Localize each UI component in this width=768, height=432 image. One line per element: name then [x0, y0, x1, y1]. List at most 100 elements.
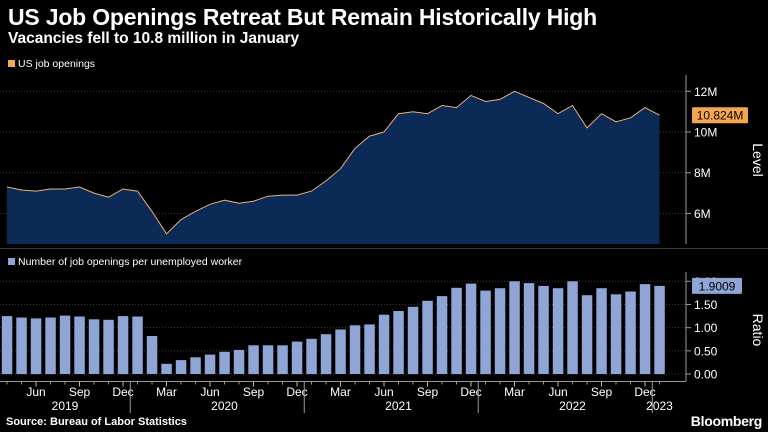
ratio-bar	[451, 287, 462, 375]
x-month-label: Mar	[156, 385, 177, 399]
ratio-bar	[393, 311, 404, 375]
ratio-bar	[175, 360, 187, 374]
x-month-label: Jun	[374, 385, 393, 399]
x-year-label: 2023	[646, 399, 673, 413]
ratio-bar	[422, 300, 433, 375]
ratio-bar	[88, 319, 100, 374]
ratio-bar	[233, 349, 245, 374]
bottom-legend-swatch	[8, 258, 15, 265]
ratio-bar	[349, 325, 361, 374]
bottom-value-badge: 1.9009	[692, 277, 742, 294]
job-openings-area	[7, 91, 660, 244]
bottom-y-tick-label: 0.00	[694, 368, 718, 382]
x-month-label: Dec	[460, 385, 481, 399]
bottom-legend-label: Number of job openings per unemployed wo…	[18, 256, 243, 268]
ratio-bar	[146, 336, 158, 374]
ratio-bar	[552, 288, 564, 374]
x-axis: Jun Sep Dec Mar Jun Sep Dec Mar Jun Sep Dec Mar Jun S…	[0, 381, 686, 413]
source-note: Source: Bureau of Labor Statistics	[6, 416, 187, 428]
top-y-tick-label: 12M	[694, 85, 717, 99]
top-legend-swatch	[8, 60, 15, 67]
ratio-bar	[335, 329, 346, 374]
bottom-gridlines	[0, 280, 686, 375]
x-month-label: Jun	[200, 385, 219, 399]
bottom-axis-label: Ratio	[750, 314, 766, 347]
chart-title: US Job Openings Retreat But Remain Histo…	[8, 4, 597, 30]
x-month-label: Mar	[504, 385, 525, 399]
ratio-bar	[436, 296, 448, 374]
ratio-bar	[567, 281, 578, 375]
ratio-bar	[625, 291, 636, 375]
x-month-label: Dec	[634, 385, 655, 399]
ratio-bar	[74, 316, 85, 374]
ratio-bar	[248, 345, 259, 375]
ratio-bar	[581, 295, 593, 375]
ratio-bar	[30, 318, 42, 375]
ratio-bar	[117, 316, 129, 375]
top-axis-label: Level	[750, 143, 766, 176]
ratio-bar	[465, 283, 477, 374]
ratio-bar	[320, 334, 332, 375]
x-year-label: 2021	[385, 399, 412, 413]
top-value-badge: 10.824M	[692, 107, 748, 124]
x-month-label: Sep	[417, 385, 439, 399]
bottom-panel: 0.000.501.001.502.00 Number of job openi…	[0, 256, 766, 382]
ratio-bar	[59, 315, 71, 374]
bloomberg-logo: Bloomberg	[690, 413, 763, 429]
ratio-bar	[407, 306, 419, 375]
ratio-bar	[1, 316, 13, 375]
x-month-label: Jun	[548, 385, 567, 399]
bottom-value-badge-bg	[692, 277, 742, 294]
ratio-bar	[291, 341, 303, 375]
ratio-bar	[639, 284, 651, 375]
x-month-label: Jun	[26, 385, 45, 399]
ratio-bar	[45, 317, 56, 375]
ratio-bar	[494, 288, 506, 374]
ratio-bar	[16, 317, 27, 375]
top-legend-label: US job openings	[18, 58, 95, 70]
ratio-bar	[610, 294, 622, 375]
bottom-legend: Number of job openings per unemployed wo…	[8, 256, 243, 268]
top-y-ticks: 6M 8M 10M 12M	[686, 85, 717, 221]
ratio-bar	[277, 345, 288, 375]
top-y-tick-label: 8M	[694, 166, 711, 180]
ratio-bar	[262, 345, 274, 375]
ratio-bar	[219, 351, 230, 375]
ratio-bar	[538, 285, 549, 374]
top-y-tick-label: 6M	[694, 207, 711, 221]
x-month-label: Dec	[112, 385, 133, 399]
ratio-bar	[190, 357, 201, 374]
top-value-badge-bg	[692, 107, 748, 124]
ratio-bar	[103, 319, 114, 375]
ratio-bar	[523, 283, 535, 374]
ratio-bar	[204, 354, 216, 375]
ratio-bar	[654, 285, 665, 375]
x-year-label: 2020	[211, 399, 238, 413]
top-y-tick-label: 10M	[694, 126, 717, 140]
ratio-bar	[132, 316, 143, 374]
x-month-label: Dec	[286, 385, 307, 399]
bottom-value-badge-label: 1.9009	[699, 279, 736, 293]
ratio-bar	[306, 338, 317, 375]
top-legend: US job openings	[8, 58, 95, 70]
x-year-label: 2019	[52, 399, 79, 413]
ratio-bar	[509, 281, 520, 375]
x-month-label: Sep	[69, 385, 91, 399]
x-month-label: Sep	[591, 385, 613, 399]
ratio-bar	[596, 288, 607, 374]
x-month-label: Sep	[243, 385, 265, 399]
ratio-bar	[161, 363, 172, 374]
chart-subtitle: Vacancies fell to 10.8 million in Januar…	[8, 30, 300, 47]
x-year-label: 2022	[559, 399, 586, 413]
ratio-bars	[1, 281, 665, 375]
job-openings-line	[6, 90, 660, 235]
ratio-bar	[378, 314, 390, 375]
top-value-badge-label: 10.824M	[697, 109, 744, 123]
bottom-y-tick-label: 1.50	[694, 298, 718, 312]
x-month-label: Mar	[330, 385, 351, 399]
ratio-bar	[364, 324, 375, 374]
top-panel: 6M 8M 10M 12M US job openings 10.824M Level	[0, 58, 766, 244]
bottom-y-tick-label: 0.50	[694, 344, 718, 358]
bottom-y-tick-label: 1.00	[694, 321, 718, 335]
